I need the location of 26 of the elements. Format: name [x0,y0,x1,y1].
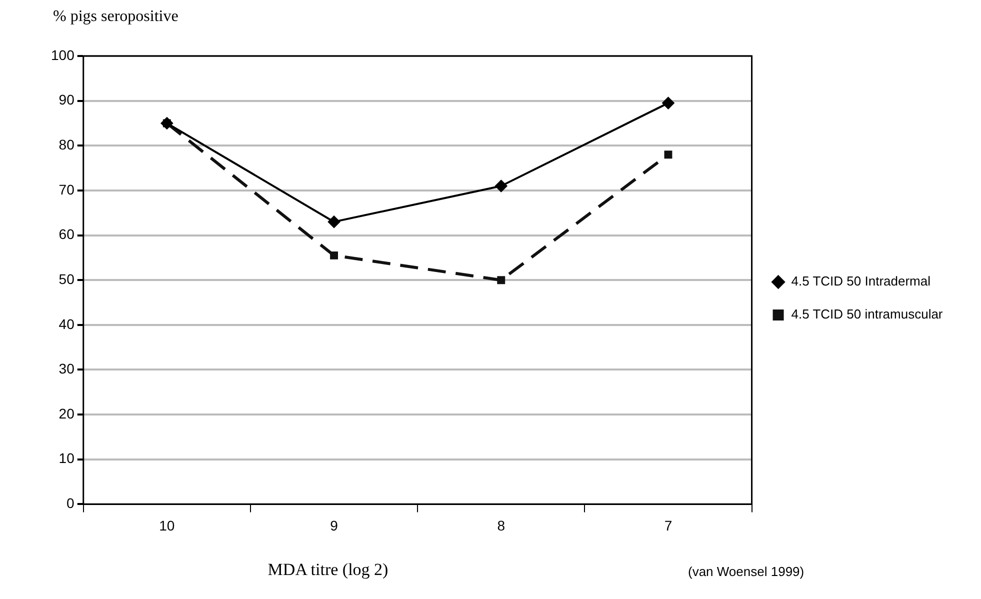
y-tick-label: 40 [58,316,75,332]
x-axis-title: MDA titre (log 2) [266,560,390,580]
point [662,97,674,110]
x-tick-label: 10 [159,517,175,534]
point [497,276,506,284]
x-tick-label: 9 [330,517,338,534]
text: (van Woensel 1999) [688,564,804,579]
y-tick-label: 100 [51,46,75,63]
x-tick-label: 7 [664,517,672,534]
legend-label: 4.5 TCID 50 intramuscular [791,306,944,322]
point [664,150,672,159]
y-tick-label: 60 [58,226,75,242]
point [330,251,338,260]
y-axis-title: % pigs seropositive [53,8,178,26]
y-tick-label: 50 [58,270,75,287]
y-tick-label: 10 [58,450,75,466]
y-tick-label: 0 [66,495,75,512]
y-tick-label: 90 [58,92,75,108]
y-tick-label: 70 [58,181,75,198]
point [495,180,508,192]
legend-label: 4.5 TCID 50 Intradermal [791,274,931,289]
y-tick-label: 30 [58,360,75,377]
y-tick-label: 20 [58,405,75,422]
y-tick-label: 80 [58,136,75,152]
x-tick-label: 8 [497,517,506,534]
point [328,216,340,228]
